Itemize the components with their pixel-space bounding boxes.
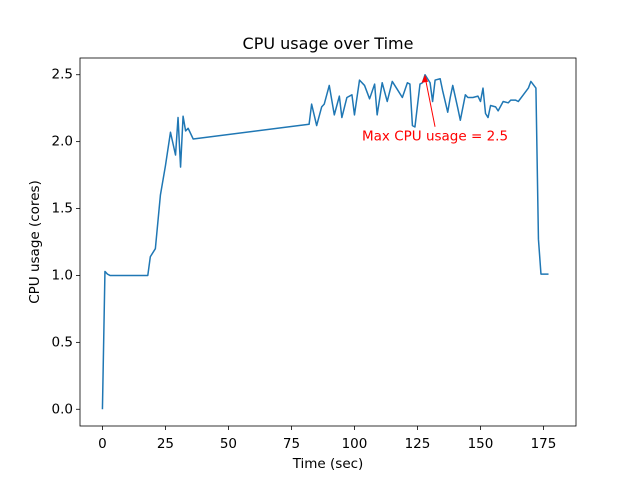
x-tick-label: 0 (98, 436, 107, 452)
y-axis-label: CPU usage (cores) (27, 180, 43, 304)
x-tick-label: 50 (220, 436, 237, 452)
annotation-arrowhead (421, 74, 429, 83)
y-tick-label: 2.5 (52, 67, 73, 83)
annotation-text: Max CPU usage = 2.5 (362, 129, 508, 145)
axes-frame (79, 57, 577, 427)
chart-title: CPU usage over Time (243, 34, 414, 53)
x-tick-label: 25 (157, 436, 174, 452)
data-line (101, 73, 549, 410)
y-tick-label: 0.0 (52, 401, 73, 417)
y-tick-label: 2.0 (52, 134, 73, 150)
x-tick-label: 150 (468, 436, 494, 452)
y-tick-label: 1.0 (52, 267, 73, 283)
y-tick-label: 0.5 (52, 334, 73, 350)
x-tick-label: 175 (531, 436, 557, 452)
x-tick-label: 75 (283, 436, 300, 452)
x-tick-label: 100 (342, 436, 368, 452)
x-axis-label: Time (sec) (292, 456, 364, 472)
x-tick-label: 125 (405, 436, 431, 452)
y-tick-label: 1.5 (52, 201, 73, 217)
annotation-arrow (424, 76, 436, 127)
